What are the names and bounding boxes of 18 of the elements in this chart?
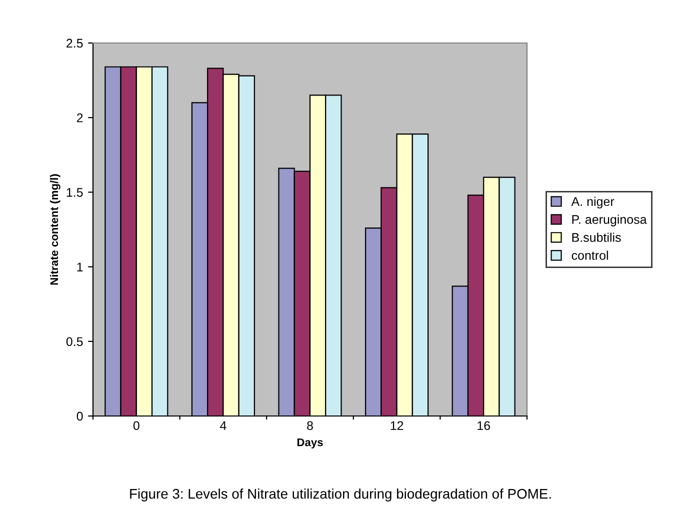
x-tick-label: 4 [220,421,226,430]
caption: Figure 3: Levels of Nitrate utilization during biodegradation of POME. [130,488,551,502]
y-tick-label: 2.5 [66,38,83,48]
y-tick-label: 0.5 [66,337,83,346]
x-tick-label: 12 [390,421,404,430]
x-tick-label: 8 [307,421,313,430]
y-tick-label: 0 [76,412,83,421]
y-tick-label: 1 [77,262,83,272]
legend-label: control [572,250,608,260]
legend-label: B.subtilis [572,232,621,242]
y-tick-label: 1.5 [66,188,83,197]
x-tick-label: 0 [133,421,140,430]
legend-label: A. niger [571,196,614,208]
legend-label: P. aeruginosa [572,214,647,226]
x-tick-label: 16 [478,421,490,430]
x-axis-title: Days [297,438,323,448]
y-tick-label: 2 [76,113,83,122]
y-axis-title: Nitrate content (mg/l) [50,174,60,285]
